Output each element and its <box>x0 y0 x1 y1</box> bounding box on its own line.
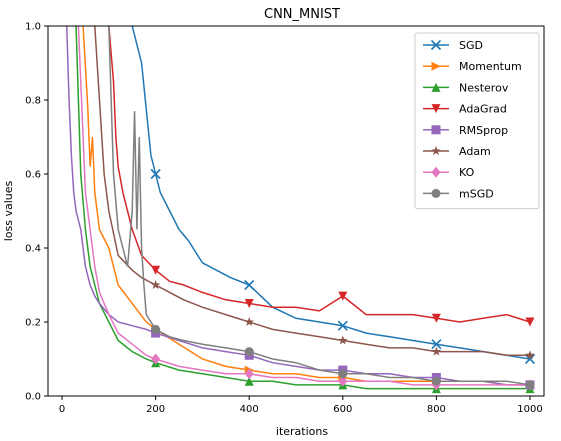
x-tick-label: 0 <box>59 404 65 415</box>
y-tick-label: 1.0 <box>25 22 41 33</box>
legend-marker-adam <box>431 146 441 156</box>
x-tick-label: 800 <box>427 404 446 415</box>
data-point-adam <box>150 280 161 290</box>
legend-marker-nesterov <box>431 82 441 92</box>
data-point-ko <box>151 353 161 365</box>
series-line-msgd <box>108 26 531 386</box>
data-point-msgd <box>244 347 254 357</box>
series-line-ko <box>77 26 530 386</box>
data-point-msgd <box>525 380 535 390</box>
data-point-msgd <box>151 324 161 334</box>
x-tick-label: 1000 <box>517 404 542 415</box>
data-point-adam <box>525 350 535 360</box>
y-axis-label: loss values <box>2 180 15 241</box>
data-point-nesterov <box>244 376 254 386</box>
legend-marker-momentum <box>431 61 441 71</box>
legend: SGD Momentum Nesterov AdaGrad RMSprop Adam KO m… <box>414 32 540 210</box>
data-point-adagrad <box>525 317 535 327</box>
legend-label-sgd: SGD <box>459 39 483 52</box>
data-point-adam <box>338 335 348 345</box>
y-tick-label: 0.2 <box>25 318 41 329</box>
legend-label-msgd: mSGD <box>459 187 494 200</box>
legend-label-momentum: Momentum <box>459 60 522 73</box>
x-axis-label: iterations <box>276 425 328 438</box>
data-point-ko <box>244 368 254 380</box>
legend-marker-adagrad <box>431 104 441 114</box>
legend-marker-sgd <box>430 39 442 51</box>
data-point-sgd <box>337 320 348 331</box>
legend-label-adam: Adam <box>459 145 491 158</box>
axes: 0 200 400 600 800 1000 0.0 0.2 0.4 0.6 0.8 1.0 <box>25 22 545 415</box>
y-tick-label: 0.6 <box>25 170 41 181</box>
axes-frame <box>47 25 545 397</box>
plot-area <box>65 26 536 394</box>
y-tick-label: 0.8 <box>25 96 41 107</box>
data-point-adam <box>431 346 442 356</box>
data-point-adagrad <box>151 265 161 275</box>
y-tick-label: 0.4 <box>25 244 41 255</box>
x-tick-label: 200 <box>146 404 165 415</box>
data-point-sgd <box>431 339 442 350</box>
legend-marker-rmsprop <box>431 125 441 135</box>
legend-label-adagrad: AdaGrad <box>459 103 507 116</box>
x-tick-label: 600 <box>333 404 352 415</box>
x-tick-label: 400 <box>240 404 259 415</box>
series-line-momentum <box>82 26 530 386</box>
legend-marker-ko <box>431 166 441 178</box>
y-tick-label: 0.0 <box>25 392 41 403</box>
data-point-adagrad <box>244 299 254 308</box>
legend-label-rmsprop: RMSprop <box>459 124 508 137</box>
chart-title: CNN_MNIST <box>264 7 340 22</box>
legend-box <box>414 32 540 210</box>
data-point-adagrad <box>338 291 348 301</box>
data-point-sgd <box>244 279 255 291</box>
data-point-ko <box>338 375 348 387</box>
data-point-adam <box>244 317 254 327</box>
legend-label-ko: KO <box>459 166 475 179</box>
legend-label-nesterov: Nesterov <box>459 81 509 94</box>
data-point-adagrad <box>431 313 441 323</box>
data-point-msgd <box>431 376 441 386</box>
legend-marker-msgd <box>431 188 441 198</box>
data-point-msgd <box>338 369 348 379</box>
data-point-sgd <box>150 168 161 180</box>
series-line-nesterov <box>75 26 530 390</box>
